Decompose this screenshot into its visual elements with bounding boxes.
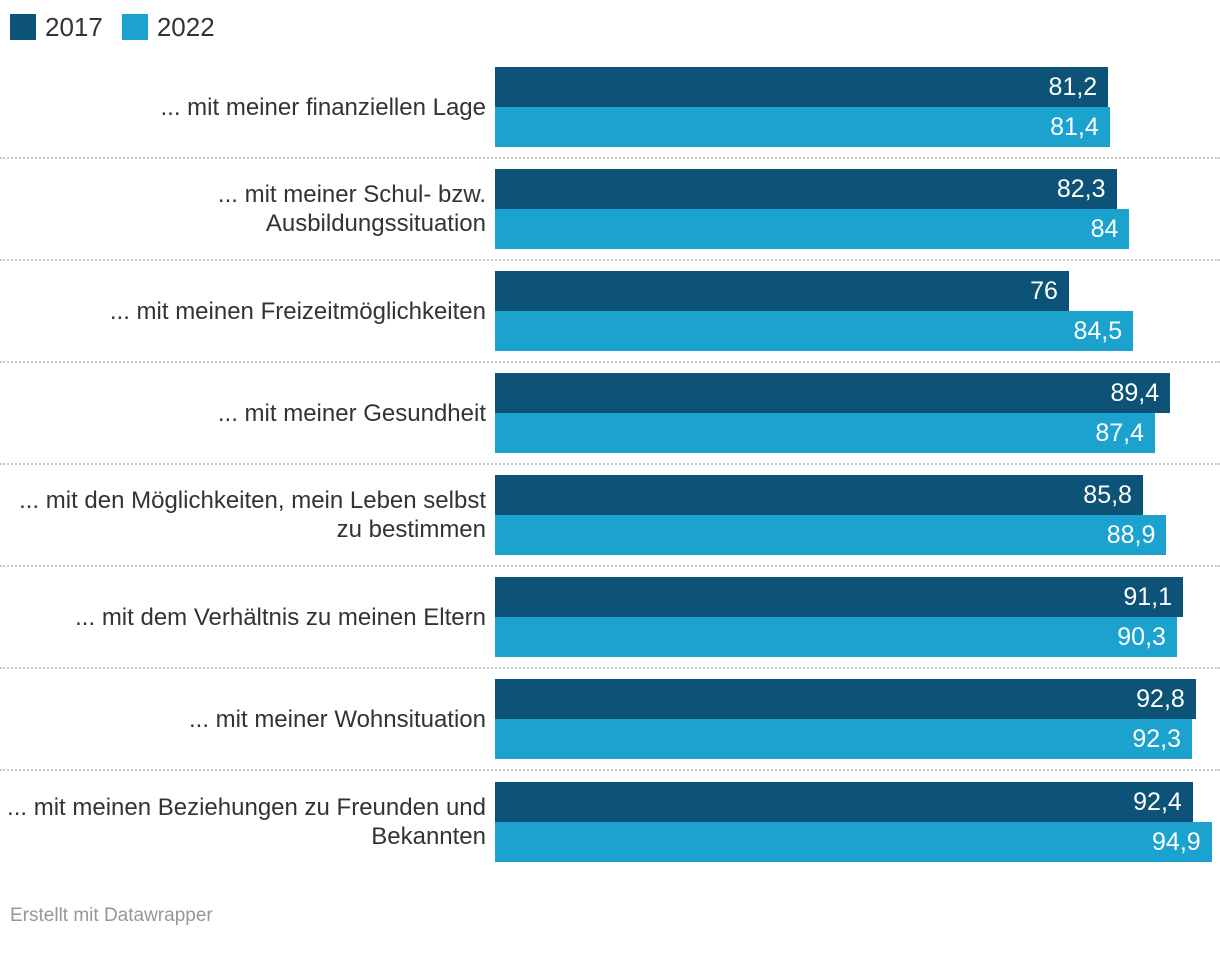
category-row: ... mit dem Verhältnis zu meinen Eltern 9… bbox=[0, 567, 1220, 669]
bar-2022[interactable]: 84,5 bbox=[495, 311, 1134, 351]
bar-value-label: 84 bbox=[1090, 214, 1119, 243]
bar-2017[interactable]: 89,4 bbox=[495, 373, 1171, 413]
bar-value-label: 89,4 bbox=[1110, 378, 1160, 407]
bar-group: 85,8 88,9 bbox=[495, 475, 1220, 555]
bar-value-label: 90,3 bbox=[1117, 622, 1166, 651]
bar-value-label: 81,4 bbox=[1050, 112, 1099, 141]
bar-2017[interactable]: 81,2 bbox=[495, 67, 1109, 107]
bar-value-label: 81,2 bbox=[1048, 72, 1098, 101]
category-label: ... mit meinen Freizeitmöglichkeiten bbox=[109, 297, 486, 325]
category-row: ... mit meiner Wohnsituation 92,8 92,3 bbox=[0, 669, 1220, 771]
category-label: ... mit meiner Schul- bzw. Ausbildungssi… bbox=[217, 181, 486, 237]
legend: 2017 2022 bbox=[10, 14, 1220, 40]
bar-2022[interactable]: 90,3 bbox=[495, 617, 1177, 657]
bar-group: 82,3 84 bbox=[495, 169, 1220, 249]
category-label: ... mit meiner Wohnsituation bbox=[188, 705, 486, 733]
category-label: ... mit meinen Beziehungen zu Freunden u… bbox=[7, 794, 486, 850]
legend-swatch-2017 bbox=[10, 14, 36, 40]
category-label: ... mit meiner finanziellen Lage bbox=[160, 93, 487, 121]
bar-2017[interactable]: 91,1 bbox=[495, 577, 1183, 617]
category-row: ... mit meiner finanziellen Lage 81,2 81,4 bbox=[0, 57, 1220, 159]
bar-group: 81,2 81,4 bbox=[495, 67, 1220, 147]
bar-2022[interactable]: 84 bbox=[495, 209, 1130, 249]
bar-2022[interactable]: 92,3 bbox=[495, 719, 1193, 759]
chart-container: 2017 2022 ... mit meiner finanziellen Lag… bbox=[0, 14, 1220, 954]
bar-value-label: 88,9 bbox=[1106, 520, 1156, 549]
bar-2017[interactable]: 82,3 bbox=[495, 169, 1117, 209]
bar-group: 91,1 90,3 bbox=[495, 577, 1220, 657]
bar-group: 92,8 92,3 bbox=[495, 679, 1220, 759]
bar-value-label: 85,8 bbox=[1083, 480, 1132, 509]
bar-2017[interactable]: 76 bbox=[495, 271, 1069, 311]
bar-value-label: 91,1 bbox=[1123, 582, 1172, 611]
bar-value-label: 94,9 bbox=[1152, 827, 1201, 856]
bar-2022[interactable]: 87,4 bbox=[495, 413, 1156, 453]
bar-2017[interactable]: 92,4 bbox=[495, 782, 1193, 822]
bar-value-label: 76 bbox=[1030, 276, 1058, 305]
bar-2017[interactable]: 85,8 bbox=[495, 475, 1143, 515]
legend-item-2022: 2022 bbox=[121, 12, 215, 42]
bar-2017[interactable]: 92,8 bbox=[495, 679, 1196, 719]
category-row: ... mit meinen Freizeitmöglichkeiten 76 84… bbox=[0, 261, 1220, 363]
bar-group: 76 84,5 bbox=[495, 271, 1220, 351]
bar-value-label: 87,4 bbox=[1095, 418, 1145, 447]
category-row: ... mit den Möglichkeiten, mein Leben se… bbox=[0, 465, 1220, 567]
legend-label: 2022 bbox=[156, 12, 215, 42]
category-row: ... mit meiner Gesundheit 89,4 87,4 bbox=[0, 363, 1220, 465]
bar-group: 89,4 87,4 bbox=[495, 373, 1220, 453]
category-label: ... mit den Möglichkeiten, mein Leben se… bbox=[19, 487, 486, 543]
legend-swatch-2022 bbox=[121, 14, 148, 40]
bar-value-label: 82,3 bbox=[1056, 174, 1106, 203]
category-label: ... mit dem Verhältnis zu meinen Eltern bbox=[75, 603, 486, 631]
bar-2022[interactable]: 94,9 bbox=[495, 822, 1212, 862]
bar-value-label: 92,8 bbox=[1136, 684, 1185, 713]
bar-chart-rows: ... mit meiner finanziellen Lage 81,2 81,4… bbox=[0, 57, 1220, 873]
legend-item-2017: 2017 bbox=[10, 14, 103, 40]
bar-value-label: 92,4 bbox=[1133, 787, 1182, 816]
category-row: ... mit meiner Schul- bzw. Ausbildungssi… bbox=[0, 159, 1220, 261]
legend-label: 2017 bbox=[45, 12, 103, 42]
bar-2022[interactable]: 81,4 bbox=[495, 107, 1110, 147]
bar-value-label: 92,3 bbox=[1132, 724, 1182, 753]
category-row: ... mit meinen Beziehungen zu Freunden u… bbox=[0, 771, 1220, 873]
bar-group: 92,4 94,9 bbox=[495, 782, 1220, 862]
bar-2022[interactable]: 88,9 bbox=[495, 515, 1167, 555]
category-label: ... mit meiner Gesundheit bbox=[217, 399, 486, 427]
bar-value-label: 84,5 bbox=[1073, 316, 1123, 345]
datawrapper-attribution-link[interactable]: Erstellt mit Datawrapper bbox=[10, 905, 213, 926]
